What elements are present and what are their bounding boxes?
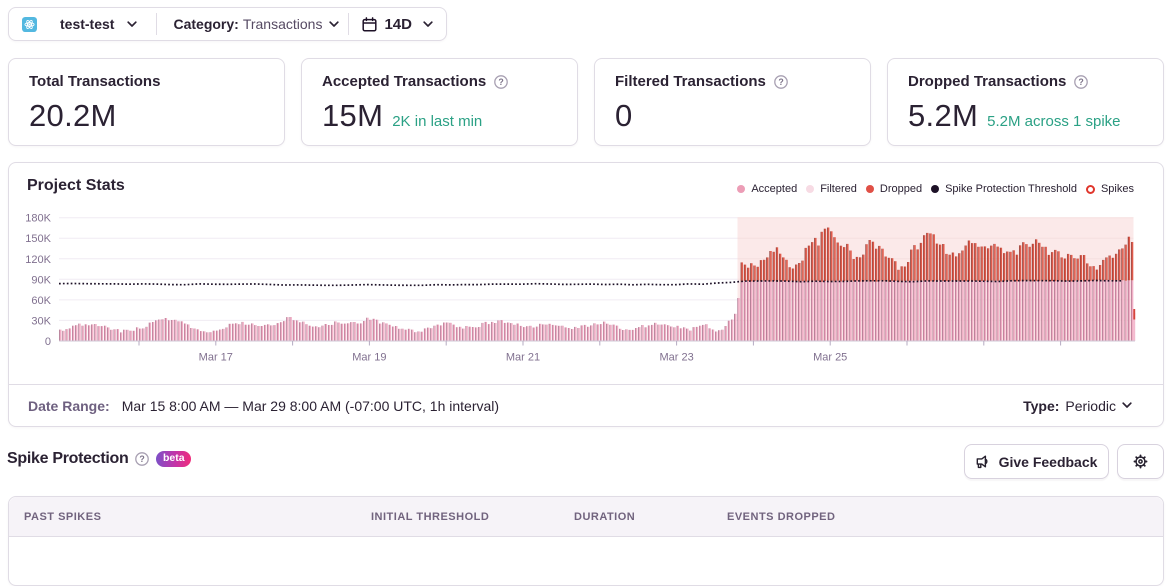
svg-text:Mar 23: Mar 23	[659, 352, 693, 364]
svg-text:150K: 150K	[25, 233, 51, 245]
svg-text:60K: 60K	[31, 295, 51, 307]
svg-text:?: ?	[140, 454, 145, 464]
svg-text:180K: 180K	[25, 213, 51, 225]
svg-text:?: ?	[499, 77, 504, 87]
svg-text:Mar 19: Mar 19	[352, 352, 386, 364]
svg-text:Mar 21: Mar 21	[506, 352, 540, 364]
svg-text:Mar 25: Mar 25	[813, 352, 847, 364]
svg-text:?: ?	[778, 77, 783, 87]
svg-text:0: 0	[45, 336, 51, 348]
svg-text:30K: 30K	[31, 315, 51, 327]
svg-text:?: ?	[1079, 77, 1084, 87]
svg-text:90K: 90K	[31, 274, 51, 286]
svg-text:Mar 17: Mar 17	[199, 352, 233, 364]
svg-text:120K: 120K	[25, 254, 51, 266]
